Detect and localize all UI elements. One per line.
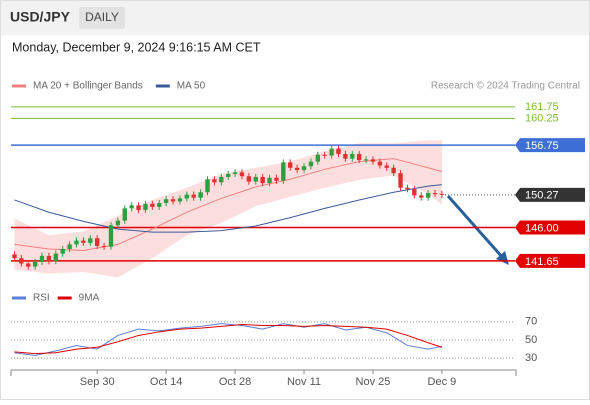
candle-body (343, 153, 348, 159)
timestamp: Monday, December 9, 2024 9:16:15 AM CET (12, 40, 261, 54)
candle-body (67, 244, 72, 249)
level-label: 160.25 (525, 112, 559, 124)
timeframe: DAILY (85, 10, 119, 24)
x-tick-label: Oct 28 (219, 376, 251, 388)
candle-body (143, 203, 148, 210)
candle-body (398, 173, 403, 188)
candle-body (88, 238, 93, 243)
candle-body (253, 176, 258, 182)
candle-body (150, 203, 155, 207)
candle-body (191, 194, 196, 198)
candle-body (74, 240, 79, 245)
candle-body (246, 176, 252, 182)
candle-body (425, 193, 431, 198)
candle-body (377, 161, 383, 166)
level-label-box (515, 253, 585, 268)
level-label-box (515, 138, 585, 153)
candle-body (129, 205, 134, 209)
candle-body (94, 238, 100, 246)
candle-body (419, 195, 424, 198)
candle-body (350, 153, 355, 159)
candle-body (32, 262, 38, 267)
level-label: 146.00 (525, 222, 559, 234)
symbol: USD/JPY (10, 9, 71, 25)
candle-body (336, 148, 341, 154)
y-tick-label: 50 (525, 334, 537, 346)
candle-body (19, 258, 24, 264)
y-tick-label: 70 (525, 316, 537, 328)
candle-body (315, 154, 321, 162)
candle-body (101, 245, 107, 247)
candle-body (267, 177, 272, 184)
candle-body (60, 248, 65, 254)
candle-body (260, 176, 265, 184)
candle-body (356, 153, 362, 161)
ma-line (14, 184, 442, 233)
candle-body (232, 172, 238, 174)
candle-body (212, 179, 217, 183)
candle-body (439, 193, 445, 195)
candle-body (391, 167, 396, 174)
level-label-box (515, 220, 585, 235)
candle-body (281, 162, 286, 181)
candle-body (370, 159, 376, 162)
candle-body (288, 162, 293, 168)
candle-body (205, 179, 210, 193)
level-label: 150.27 (525, 190, 559, 202)
x-tick-label: Nov 25 (356, 376, 391, 388)
candle-body (136, 205, 141, 210)
indicator-line (14, 323, 443, 356)
x-tick-label: Oct 14 (150, 376, 182, 388)
candle-body (219, 176, 224, 183)
candle-body (329, 148, 334, 156)
candle-body (26, 263, 31, 267)
candle-body (122, 208, 127, 221)
candle-body (12, 254, 17, 259)
legend-label: MA 20 + Bollinger Bands (33, 81, 143, 92)
candle-body (46, 255, 52, 262)
candle-body (363, 159, 369, 161)
candle-body (177, 198, 183, 202)
candle-body (405, 187, 410, 190)
x-tick-label: Nov 11 (287, 376, 321, 388)
candle-body (81, 240, 86, 243)
candle-body (274, 177, 279, 181)
timeframe-box (79, 7, 125, 29)
candle-body (39, 255, 45, 263)
candle-body (294, 167, 300, 171)
candle-body (384, 165, 389, 168)
candle-body (170, 199, 176, 202)
level-label: 141.65 (525, 256, 559, 268)
candle-body (322, 154, 327, 156)
level-label: 156.75 (525, 140, 559, 152)
candle-body (301, 166, 307, 171)
candle-body (308, 161, 314, 167)
candle-body (412, 189, 417, 196)
candle-body (53, 253, 59, 262)
legend-label: RSI (33, 293, 50, 304)
candle-body (108, 225, 114, 247)
legend-label: MA 50 (177, 81, 206, 92)
ma-line (14, 158, 443, 252)
candle-body (225, 173, 231, 177)
candle-body (157, 203, 162, 207)
candle-body (184, 194, 190, 199)
candle-body (432, 193, 438, 195)
y-tick-label: 30 (525, 352, 537, 364)
candle-body (198, 192, 203, 198)
x-tick-label: Dec 9 (428, 376, 457, 388)
legend-label: 9MA (79, 293, 100, 304)
x-tick-label: Sep 30 (80, 376, 115, 388)
candle-body (239, 172, 245, 177)
level-label: 161.75 (525, 101, 559, 113)
watermark: Research © 2024 Trading Central (431, 81, 580, 92)
indicator-line (14, 324, 443, 355)
level-label-box (515, 187, 585, 202)
candle-body (115, 220, 121, 226)
candle-body (163, 199, 169, 204)
